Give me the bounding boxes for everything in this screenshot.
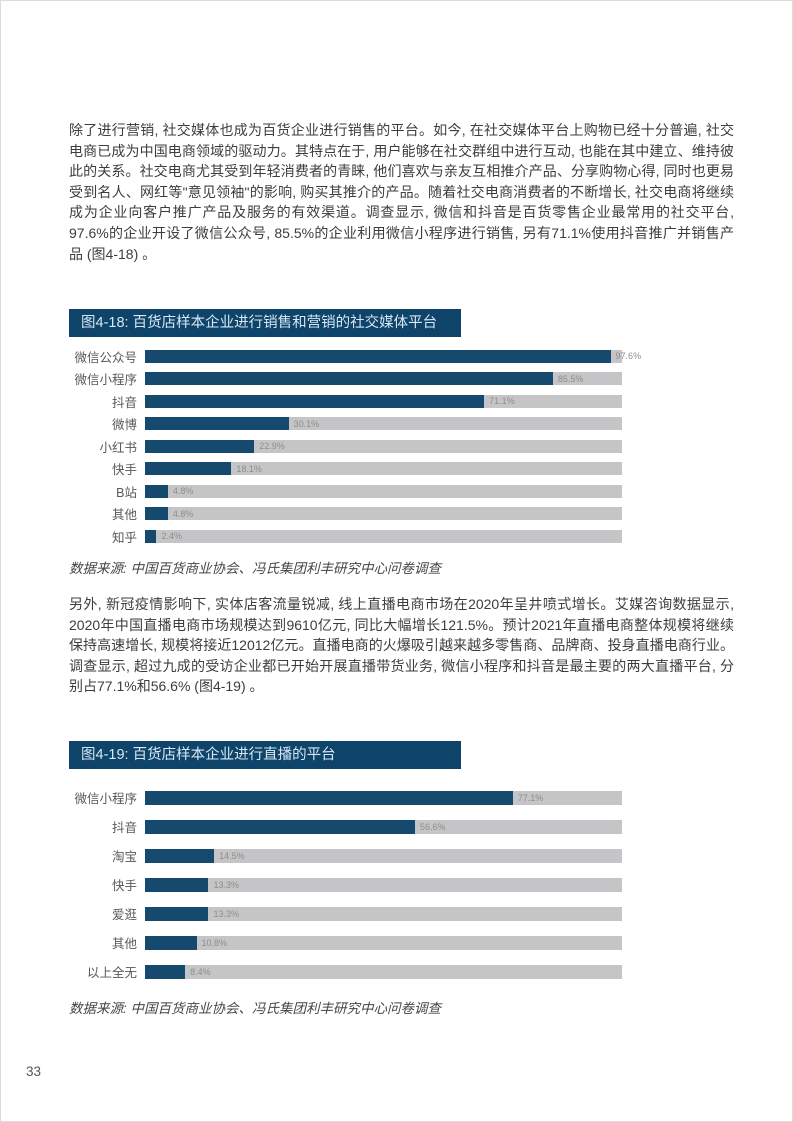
bar-row: 淘宝 14.5% — [69, 841, 639, 870]
bar-track: 77.1% — [145, 790, 622, 805]
page-number: 33 — [26, 1064, 42, 1079]
value-label: 4.8% — [172, 486, 194, 497]
value-label: 13.3% — [213, 879, 239, 890]
bar-row: 小红书 22.9% — [69, 435, 639, 458]
value-label: 13.3% — [213, 908, 239, 919]
category-label: 以上全无 — [86, 966, 137, 980]
value-label: 71.1% — [489, 396, 515, 407]
bar-track: 4.8% — [145, 507, 622, 521]
category-label: 微信公众号 — [74, 350, 137, 365]
bar-fill — [145, 529, 157, 543]
bar-fill — [145, 507, 168, 521]
bar-row: 抖音 71.1% — [69, 390, 639, 413]
bar-row: 微博 30.1% — [69, 413, 639, 436]
bar-track: 18.1% — [145, 462, 622, 476]
category-label: 小红书 — [99, 440, 137, 455]
bar-track: 8.4% — [145, 964, 622, 979]
bar-fill — [145, 349, 611, 363]
bar-row: 微信小程序 85.5% — [69, 368, 639, 391]
bar-track: 30.1% — [145, 417, 622, 431]
category-label: 微信小程序 — [74, 792, 137, 806]
bar-fill — [145, 439, 255, 453]
value-label: 2.4% — [161, 531, 182, 542]
bar-fill — [145, 790, 513, 805]
bar-fill — [145, 877, 209, 892]
figure-4-18-source: 数据来源: 中国百货商业协会、冯氏集团利丰研究中心问卷调查 — [69, 561, 442, 576]
value-label: 97.6% — [615, 351, 642, 362]
category-label: 抖音 — [111, 821, 137, 835]
bar-track: 97.6% — [145, 349, 641, 363]
bar-track: 14.5% — [145, 848, 622, 863]
bar-row: 快手 18.1% — [69, 458, 639, 481]
value-label: 4.8% — [172, 508, 194, 519]
category-label: 快手 — [111, 879, 137, 893]
category-label: 其他 — [111, 508, 137, 523]
bar-track: 2.4% — [145, 529, 622, 543]
category-label: 淘宝 — [111, 850, 137, 864]
bar-fill — [145, 417, 289, 431]
bar-fill — [145, 484, 168, 498]
paragraph-social-commerce: 除了进行营销, 社交媒体也成为百货企业进行销售的平台。如今, 在社交媒体平台上购… — [69, 122, 734, 262]
value-label: 30.1% — [293, 418, 320, 429]
bar-row: 其他 10.8% — [69, 928, 639, 957]
category-label: B站 — [116, 485, 137, 500]
value-label: 14.5% — [219, 850, 245, 861]
value-label: 56.6% — [419, 821, 446, 832]
category-label: 微信小程序 — [74, 373, 137, 388]
bar-fill — [145, 964, 186, 979]
value-label: 77.1% — [517, 792, 544, 803]
figure-4-18-bar-chart: 微信公众号 97.6% 微信小程序 85.5% 抖音 71.1% 微博 30.1% 小红书 22.… — [69, 345, 641, 548]
bar-fill — [145, 394, 485, 408]
figure-4-18-title: 图4-18: 百货店样本企业进行销售和营销的社交媒体平台 — [69, 309, 461, 337]
bar-track: 4.8% — [145, 484, 622, 498]
value-label: 22.9% — [259, 441, 285, 452]
paragraph-livestream-ecommerce: 另外, 新冠疫情影响下, 实体店客流量锐减, 线上直播电商市场在2020年呈井喷… — [69, 596, 734, 695]
value-label: 18.1% — [236, 463, 262, 474]
bar-row: 微信小程序 77.1% — [69, 783, 639, 812]
category-label: 微博 — [111, 418, 137, 433]
bar-fill — [145, 462, 232, 476]
bar-row: 知乎 2.4% — [69, 525, 639, 548]
bar-fill — [145, 906, 209, 921]
bar-row: 爱逛 13.3% — [69, 899, 639, 928]
value-label: 85.5% — [557, 373, 584, 384]
bar-row: 其他 4.8% — [69, 503, 639, 526]
bar-fill — [145, 848, 215, 863]
figure-4-19-source: 数据来源: 中国百货商业协会、冯氏集团利丰研究中心问卷调查 — [69, 1001, 442, 1016]
bar-track: 13.3% — [145, 877, 622, 892]
category-label: 其他 — [111, 937, 137, 951]
bar-row: 抖音 56.6% — [69, 812, 639, 841]
bar-track: 56.6% — [145, 819, 622, 834]
category-label: 快手 — [111, 463, 137, 478]
bar-track: 13.3% — [145, 906, 622, 921]
category-label: 知乎 — [111, 530, 137, 545]
category-label: 爱逛 — [111, 908, 137, 922]
bar-fill — [145, 935, 197, 950]
bar-row: 微信公众号 97.6% — [69, 345, 641, 368]
figure-4-19-bar-chart: 微信小程序 77.1% 抖音 56.6% 淘宝 14.5% 快手 13.3% 爱逛 13.3% 其他… — [69, 783, 639, 986]
value-label: 8.4% — [190, 966, 211, 977]
bar-fill — [145, 372, 553, 386]
bar-row: 以上全无 8.4% — [69, 957, 639, 986]
figure-4-19-title: 图4-19: 百货店样本企业进行直播的平台 — [69, 741, 461, 769]
bar-track: 71.1% — [145, 394, 622, 408]
value-label: 10.8% — [201, 937, 228, 948]
bar-track: 85.5% — [145, 372, 622, 386]
bar-track: 22.9% — [145, 439, 622, 453]
bar-row: 快手 13.3% — [69, 870, 639, 899]
bar-fill — [145, 819, 415, 834]
bar-track: 10.8% — [145, 935, 622, 950]
bar-row: B站 4.8% — [69, 480, 639, 503]
category-label: 抖音 — [111, 395, 137, 410]
